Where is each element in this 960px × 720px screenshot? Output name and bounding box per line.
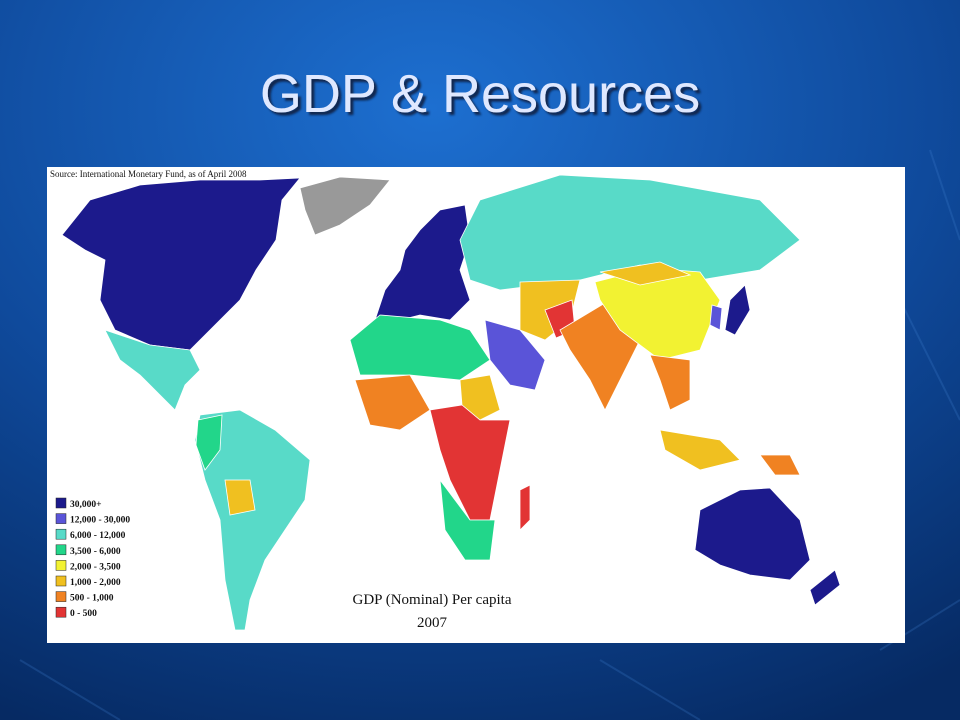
papua — [759, 454, 801, 476]
legend-label: 500 - 1,000 — [70, 594, 114, 604]
map-source: Source: International Monetary Fund, as … — [50, 169, 247, 179]
australia — [694, 487, 811, 581]
legend-swatch — [55, 575, 67, 587]
legend-swatch — [55, 591, 67, 602]
west-africa — [354, 374, 431, 431]
mongolia — [599, 261, 692, 286]
north-america — [61, 177, 301, 351]
legend-swatch — [55, 528, 67, 540]
legend-label: 30,000+ — [70, 500, 102, 510]
new-zealand — [809, 569, 841, 606]
legend-swatch — [55, 544, 67, 556]
madagascar — [519, 484, 531, 531]
legend-swatch — [55, 606, 67, 618]
legend-label: 6,000 - 12,000 — [70, 531, 126, 541]
legend: 30,000+ 12,000 - 30,000 6,000 - 12,000 3,50… — [55, 497, 130, 619]
indonesia — [659, 429, 741, 471]
russia — [459, 174, 801, 291]
andes — [195, 414, 223, 471]
europe — [374, 204, 471, 321]
central-africa — [429, 404, 511, 521]
map-regions — [61, 174, 841, 631]
map-caption: GDP (Nominal) Per capita — [353, 592, 512, 608]
mexico — [104, 329, 201, 411]
greenland — [299, 176, 391, 236]
legend-swatch — [55, 513, 67, 524]
legend-label: 12,000 - 30,000 — [70, 516, 130, 526]
japan — [724, 284, 751, 336]
bolivia — [224, 479, 256, 516]
slide-title: GDP & Resources — [260, 64, 700, 124]
legend-swatch — [55, 560, 67, 571]
southern-africa — [439, 478, 496, 561]
legend-label: 0 - 500 — [70, 609, 97, 619]
map-year: 2007 — [417, 615, 448, 631]
legend-label: 3,500 - 6,000 — [70, 547, 121, 557]
south-america — [194, 409, 311, 631]
legend-swatch — [55, 497, 67, 509]
legend-label: 2,000 - 3,500 — [70, 562, 121, 572]
legend-label: 1,000 - 2,000 — [70, 578, 121, 588]
korea — [709, 304, 723, 331]
southeast-asia — [649, 354, 691, 411]
sudan — [459, 374, 501, 421]
